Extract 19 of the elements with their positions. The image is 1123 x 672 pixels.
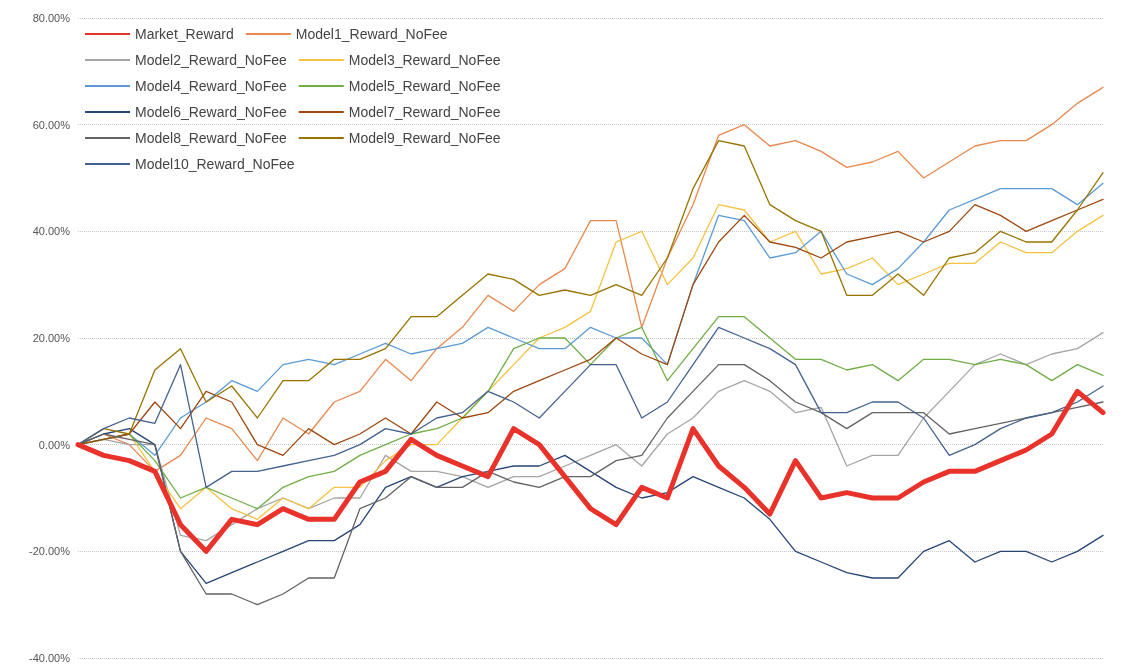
legend-label: Model4_Reward_NoFee (135, 78, 287, 94)
y-tick-label: 40.00% (32, 225, 71, 238)
legend-label: Model1_Reward_NoFee (295, 26, 448, 42)
y-tick-label: 20.00% (32, 332, 71, 344)
line-series (77, 326, 1104, 488)
legend-label: Model3_Reward_NoFee (348, 52, 501, 68)
y-tick-label: 80.00% (32, 12, 71, 24)
y-tick-label: -20.00% (29, 545, 71, 558)
legend-label: Model10_Reward_NoFee (135, 156, 295, 172)
legend-label: Market_Reward (135, 26, 234, 42)
y-tick-label: 60.00% (32, 118, 71, 131)
legend-label: Model9_Reward_NoFee (348, 130, 501, 146)
legend-label: Model2_Reward_NoFee (135, 52, 287, 68)
y-tick-label: -40.00% (29, 652, 71, 664)
legend-label: Model5_Reward_NoFee (348, 78, 501, 94)
legend-label: Model7_Reward_NoFee (348, 104, 501, 120)
y-tick-label: 0.00% (38, 438, 71, 451)
legend-label: Model6_Reward_NoFee (135, 104, 287, 120)
legend-label: Model8_Reward_NoFee (135, 130, 287, 146)
